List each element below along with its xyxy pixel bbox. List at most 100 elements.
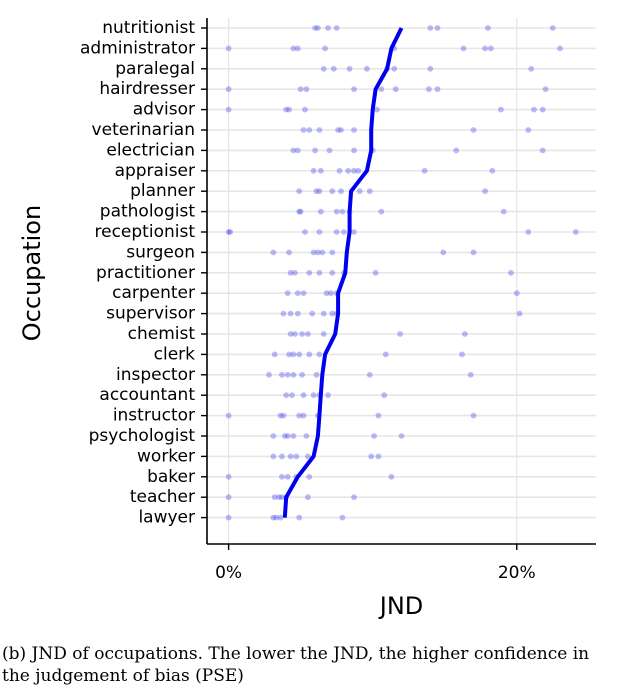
data-point	[284, 473, 291, 480]
data-point	[351, 229, 357, 235]
data-point	[329, 249, 336, 256]
data-point	[372, 269, 379, 276]
data-point	[225, 45, 232, 52]
data-point	[375, 453, 382, 460]
data-point	[227, 229, 234, 235]
data-point	[508, 269, 514, 276]
data-point	[374, 106, 380, 113]
data-point	[279, 371, 285, 378]
data-point	[225, 229, 232, 235]
data-point	[335, 127, 341, 133]
data-point	[329, 310, 336, 317]
data-point	[382, 351, 389, 358]
data-point	[531, 106, 537, 113]
data-point	[338, 127, 344, 133]
data-point	[500, 208, 507, 215]
data-point	[303, 433, 310, 439]
data-point	[316, 188, 323, 195]
data-point	[273, 514, 280, 521]
data-point	[286, 249, 292, 256]
data-point	[333, 25, 340, 31]
data-point	[277, 412, 284, 419]
data-point	[572, 229, 579, 235]
data-point	[270, 514, 277, 521]
data-point	[290, 147, 297, 154]
figure-caption: (b) JND of occupations. The lower the JN…	[2, 644, 590, 686]
data-point	[378, 86, 385, 93]
data-point	[542, 86, 549, 93]
data-point	[323, 290, 330, 297]
data-point	[333, 208, 340, 215]
data-point	[392, 86, 399, 93]
x-tick-label: 0%	[215, 563, 242, 583]
data-point	[487, 45, 494, 52]
data-point	[528, 65, 535, 72]
data-point	[513, 290, 520, 297]
data-point	[351, 494, 357, 501]
data-point	[426, 86, 432, 93]
data-point	[525, 127, 532, 133]
data-point	[305, 331, 311, 337]
data-point	[294, 45, 301, 52]
data-point	[286, 106, 292, 113]
data-point	[351, 147, 357, 154]
data-point	[378, 208, 385, 215]
y-tick-label: advisor	[133, 100, 195, 120]
data-point	[225, 106, 232, 113]
data-point	[317, 208, 324, 215]
y-tick-label: appraiser	[115, 161, 195, 181]
grid-layer	[207, 18, 596, 544]
data-point	[287, 453, 294, 460]
data-point	[470, 412, 477, 419]
data-point	[279, 473, 285, 480]
data-point	[482, 45, 488, 52]
data-point	[498, 106, 504, 113]
data-point	[489, 167, 496, 174]
data-point	[266, 371, 272, 378]
y-tick-label: teacher	[130, 487, 195, 507]
y-tick-label: lawyer	[138, 508, 195, 528]
data-point	[280, 412, 287, 419]
data-point	[297, 208, 304, 215]
data-point	[539, 147, 546, 154]
data-point	[300, 412, 307, 419]
data-point	[306, 127, 313, 133]
data-point	[290, 371, 297, 378]
y-tick-label: paralegal	[115, 59, 195, 79]
data-point	[306, 473, 313, 480]
data-point	[292, 331, 298, 337]
y-tick-label: clerk	[154, 344, 196, 364]
data-point	[356, 188, 363, 195]
data-point	[317, 167, 324, 174]
data-point	[296, 351, 303, 358]
data-point	[336, 167, 343, 174]
data-point	[346, 65, 353, 72]
y-tick-label: psychologist	[89, 426, 196, 446]
data-point	[290, 45, 297, 52]
data-point	[313, 371, 320, 378]
data-point	[391, 65, 398, 72]
data-point	[225, 412, 232, 419]
data-point	[306, 269, 313, 276]
data-point	[225, 514, 232, 521]
data-point	[225, 86, 232, 93]
y-tick-label: practitioner	[96, 263, 195, 283]
data-point	[557, 45, 563, 52]
data-point	[271, 494, 278, 501]
y-tick-label: veterinarian	[92, 120, 195, 140]
data-point	[286, 351, 292, 358]
data-point	[328, 290, 334, 297]
data-point	[351, 86, 357, 93]
data-point	[300, 127, 307, 133]
jnd-scatter-chart: nutritionistadministratorparalegalhairdr…	[18, 18, 596, 620]
data-point	[270, 249, 277, 256]
data-point	[470, 127, 477, 133]
data-point	[277, 514, 284, 521]
data-point	[302, 106, 308, 113]
data-point	[427, 25, 434, 31]
data-point	[482, 188, 488, 195]
data-point	[313, 188, 320, 195]
chart: nutritionist administrator paralegal hairdr…	[18, 18, 596, 620]
data-point	[296, 208, 303, 215]
data-point	[338, 188, 344, 195]
